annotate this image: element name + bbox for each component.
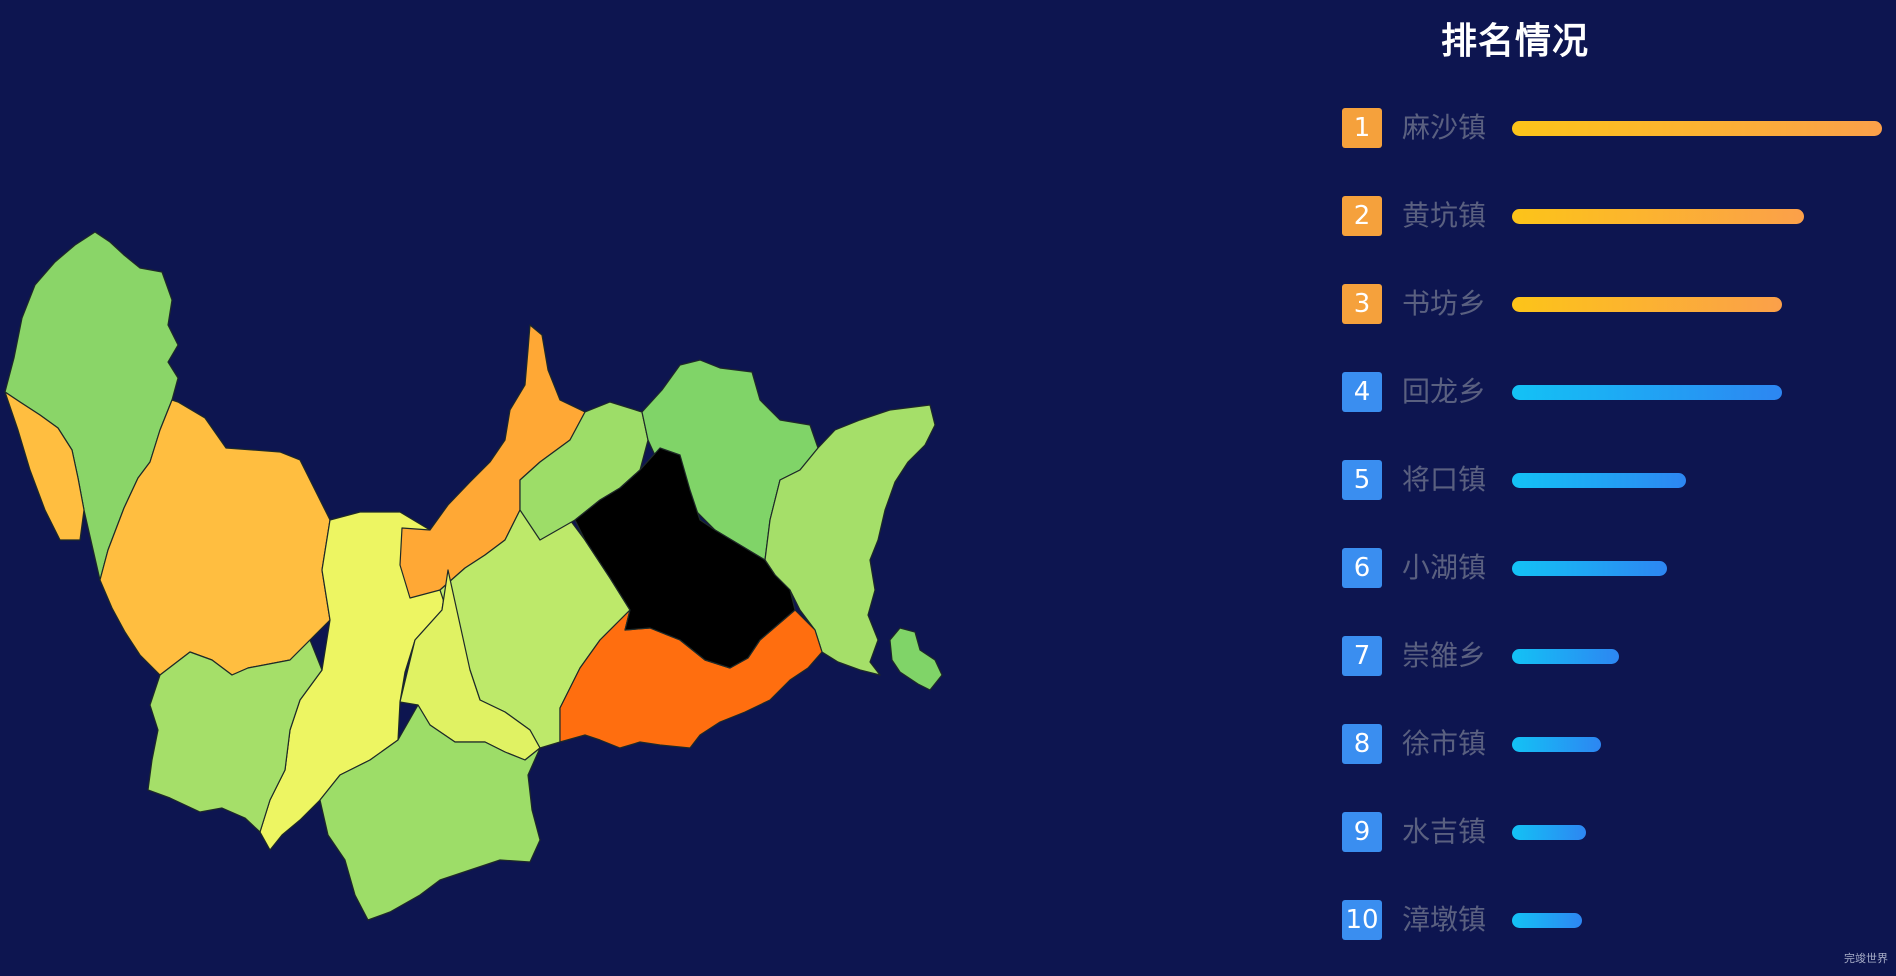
rank-bar — [1512, 121, 1882, 136]
map-region-east-islet[interactable] — [889, 627, 943, 691]
ranking-row: 4 回龙乡 — [1342, 372, 1882, 412]
rank-label: 麻沙镇 — [1402, 111, 1487, 144]
rank-badge: 4 — [1342, 372, 1382, 412]
ranking-row: 2 黄坑镇 — [1342, 196, 1882, 236]
ranking-row: 6 小湖镇 — [1342, 548, 1882, 588]
rank-badge: 6 — [1342, 548, 1382, 588]
rank-badge: 10 — [1342, 900, 1382, 940]
rank-label: 崇雒乡 — [1402, 639, 1487, 672]
rank-label: 水吉镇 — [1402, 815, 1487, 848]
rank-label: 小湖镇 — [1402, 551, 1487, 584]
ranking-row: 3 书坊乡 — [1342, 284, 1882, 324]
rank-badge: 2 — [1342, 196, 1382, 236]
ranking-row: 5 将口镇 — [1342, 460, 1882, 500]
map-region-masha[interactable] — [574, 447, 796, 669]
rank-badge: 3 — [1342, 284, 1382, 324]
ranking-row: 10 漳墩镇 — [1342, 900, 1882, 940]
rank-bar — [1512, 561, 1667, 576]
rank-bar — [1512, 297, 1782, 312]
rank-label: 徐市镇 — [1402, 727, 1487, 760]
rank-badge: 7 — [1342, 636, 1382, 676]
rank-bar — [1512, 913, 1582, 928]
rank-badge: 9 — [1342, 812, 1382, 852]
rank-bar — [1512, 649, 1619, 664]
watermark: 完竣世界 — [1844, 952, 1888, 965]
rank-bar — [1512, 385, 1782, 400]
ranking-title: 排名情况 — [1440, 21, 1589, 62]
rank-badge: 1 — [1342, 108, 1382, 148]
rank-label: 回龙乡 — [1402, 375, 1487, 408]
ranking-row: 7 崇雒乡 — [1342, 636, 1882, 676]
rank-bar — [1512, 209, 1804, 224]
ranking-row: 1 麻沙镇 — [1342, 108, 1882, 148]
rank-label: 书坊乡 — [1402, 287, 1487, 320]
region-map — [4, 231, 943, 921]
rank-bar — [1512, 737, 1601, 752]
ranking-row: 9 水吉镇 — [1342, 812, 1882, 852]
rank-label: 将口镇 — [1402, 463, 1487, 496]
rank-label: 漳墩镇 — [1402, 903, 1487, 936]
map-region-south-west[interactable] — [147, 639, 323, 833]
rank-badge: 5 — [1342, 460, 1382, 500]
rank-bar — [1512, 473, 1686, 488]
map-region-south[interactable] — [319, 704, 541, 921]
map-region-northwest-corner — [4, 391, 85, 541]
rank-label: 黄坑镇 — [1402, 199, 1487, 232]
rank-bar — [1512, 825, 1586, 840]
ranking-row: 8 徐市镇 — [1342, 724, 1882, 764]
rank-badge: 8 — [1342, 724, 1382, 764]
